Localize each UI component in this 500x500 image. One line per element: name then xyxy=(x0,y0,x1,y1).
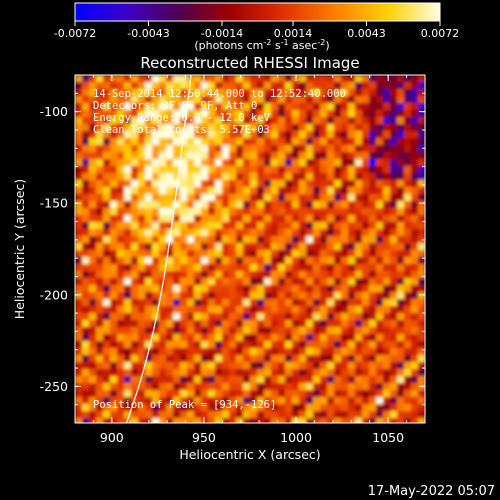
colorbar xyxy=(74,2,441,22)
axes: 900 950 1000 1050 -100 -150 -200 -250 xyxy=(40,74,426,445)
colorbar-tick-label: 0.0014 xyxy=(274,27,313,40)
x-tick-label: 1000 xyxy=(280,430,312,445)
colorbar-tick-label: -0.0043 xyxy=(127,27,169,40)
heatmap-image xyxy=(75,75,425,423)
y-axis-title: Heliocentric Y (arcsec) xyxy=(12,179,27,319)
colorbar-ticks: -0.0072 -0.0043 -0.0014 0.0014 0.0043 0.0072 xyxy=(54,21,459,40)
colorbar-units: (photons cm-2 s-1 asec-2) xyxy=(194,38,329,52)
y-tick-label: -150 xyxy=(40,196,68,211)
colorbar-tick-label: 0.0043 xyxy=(347,27,386,40)
x-tick-label: 950 xyxy=(192,430,216,445)
y-tick-label: -200 xyxy=(40,287,68,302)
plot-frame xyxy=(74,74,426,424)
y-tick-label: -250 xyxy=(40,379,68,394)
x-tick-label: 900 xyxy=(100,430,124,445)
y-tick-label: -100 xyxy=(40,104,68,119)
x-tick-label: 1050 xyxy=(372,430,404,445)
colorbar-tick-label: 0.0072 xyxy=(421,27,460,40)
colorbar-tick-label: -0.0072 xyxy=(54,27,96,40)
annotation-energy: Energy Range: 6.0 - 12.0 keV xyxy=(93,112,271,124)
footer-date: 17-May-2022 05:07 xyxy=(368,484,495,499)
annotation-time: 14-Sep-2014 12:50:44.000 to 12:52:40.000 xyxy=(93,88,346,100)
x-axis-title: Heliocentric X (arcsec) xyxy=(179,447,320,462)
annotation-peak: Position of Peak = [934,-126] xyxy=(93,399,276,411)
annotation-clean: Clean Total counts: 5.57E+03 xyxy=(93,124,270,136)
annotation-detectors: Detectors: 3F 8F 9F, Att 0 xyxy=(93,100,257,112)
chart-title: Reconstructed RHESSI Image xyxy=(140,54,359,72)
solar-limb-curve xyxy=(126,75,192,423)
colorbar-tick-label: -0.0014 xyxy=(201,27,243,40)
